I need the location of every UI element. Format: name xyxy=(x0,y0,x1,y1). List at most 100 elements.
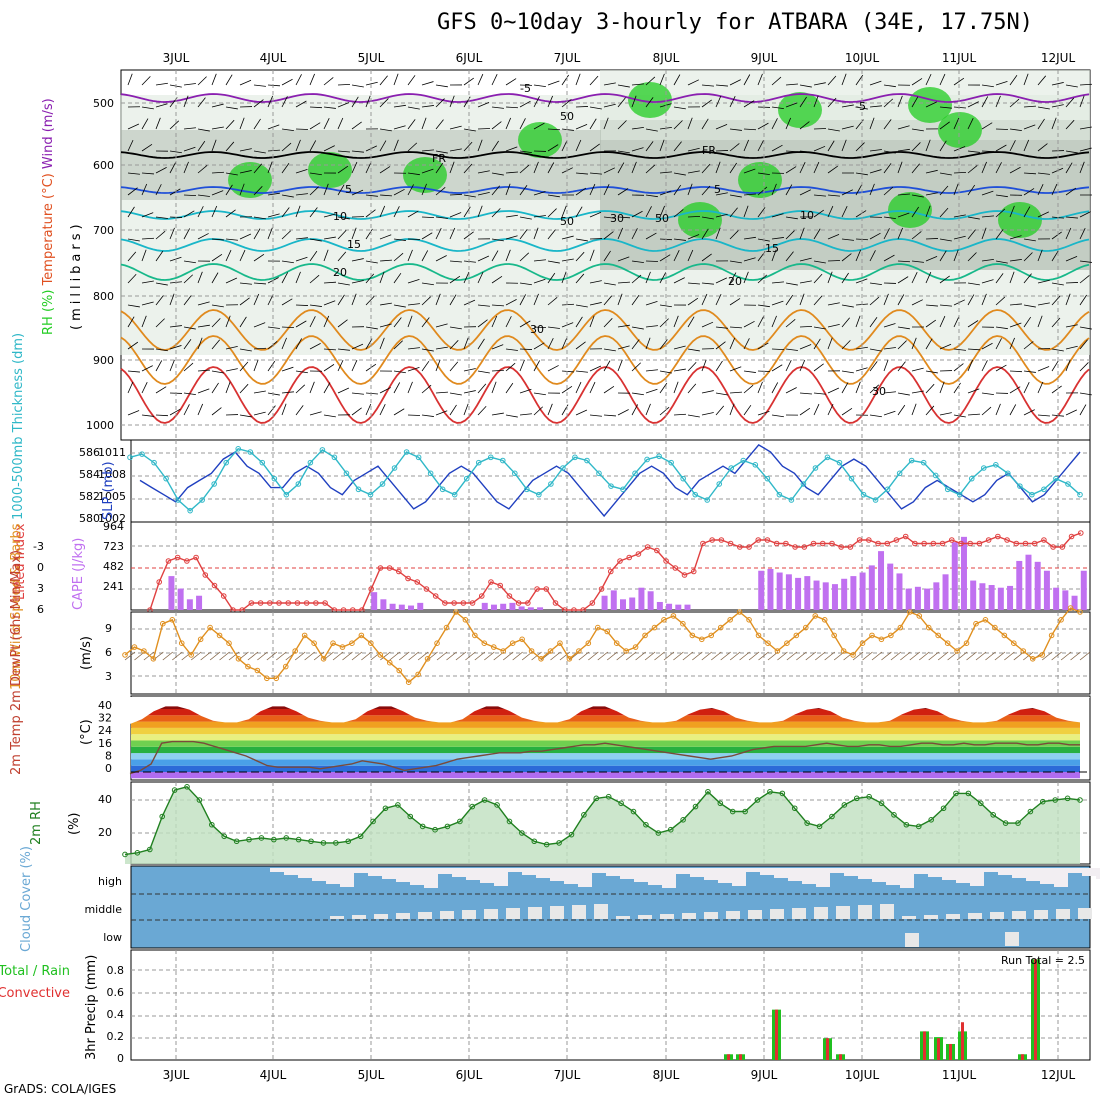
wind-barb xyxy=(197,369,210,372)
wind10-speed-line-point xyxy=(339,644,346,650)
wind-barb xyxy=(183,392,196,395)
cape-bar xyxy=(822,582,829,610)
wind-barb xyxy=(169,227,175,240)
wind-barb xyxy=(729,143,740,152)
wind-barb xyxy=(925,405,935,416)
wind-barb xyxy=(799,293,805,306)
wind-barb xyxy=(883,359,889,372)
cloud-high-block xyxy=(774,868,788,878)
wind-barb xyxy=(911,272,918,284)
wind10-barb xyxy=(550,651,561,661)
wind-barb xyxy=(771,315,777,328)
wind-barb xyxy=(491,73,498,86)
wind-barb xyxy=(771,382,779,394)
wind10-speed-line-point xyxy=(897,624,904,631)
wind-barb xyxy=(337,102,350,108)
wind-barb xyxy=(911,337,917,350)
lifted-index-line-point xyxy=(303,600,310,606)
wind-barb xyxy=(519,413,532,416)
wind-barb xyxy=(981,84,994,88)
lifted-index-line-point xyxy=(211,582,218,589)
wind-barb xyxy=(995,229,1004,240)
wind-barb xyxy=(659,339,668,350)
rh2m-line-point xyxy=(581,812,587,818)
wind-barb xyxy=(323,249,329,262)
wind-barb xyxy=(897,148,910,152)
wind10-barb xyxy=(852,651,864,661)
wind-barb xyxy=(869,414,882,418)
wind-barb xyxy=(785,184,793,196)
cape-bar xyxy=(896,573,903,610)
wind-barb xyxy=(1051,348,1064,352)
wind-barb xyxy=(295,384,306,394)
wind-barb xyxy=(855,315,861,328)
wind-barb xyxy=(561,128,574,131)
wind-barb xyxy=(1079,228,1086,240)
contour-label: -5 xyxy=(855,100,866,113)
wind-barb xyxy=(337,387,350,394)
wind-barb xyxy=(1065,409,1078,416)
cape-bar xyxy=(1043,570,1050,610)
wind-barb xyxy=(1023,252,1033,262)
thickness-line-point xyxy=(644,456,650,463)
wind10-speed-line-point xyxy=(802,624,809,631)
pressure-tick-label: 500 xyxy=(93,97,114,110)
cloud-high-block xyxy=(494,868,508,886)
wind-barb xyxy=(939,238,952,242)
wind10-barb xyxy=(408,651,419,661)
wind-barb xyxy=(533,215,546,218)
wind10-barb xyxy=(644,651,656,661)
contour-label: 20 xyxy=(728,275,742,288)
wind10-barb xyxy=(937,651,949,661)
wind-barb xyxy=(575,139,582,152)
wind-barb xyxy=(435,346,448,350)
date-label-bottom: 11JUL xyxy=(942,1068,977,1082)
wind-barb xyxy=(141,144,153,152)
wind-barb xyxy=(309,250,318,262)
wind-barb xyxy=(631,326,644,330)
wind-barb xyxy=(519,282,532,286)
lifted-index-line-point xyxy=(1077,530,1084,536)
lifted-index-line-point xyxy=(783,540,789,547)
wind-barb xyxy=(281,194,294,198)
cape-bar xyxy=(656,601,663,610)
wind-barb xyxy=(463,141,473,152)
wind-barb xyxy=(197,206,204,218)
wind-barb xyxy=(1009,303,1022,306)
wind-barb xyxy=(435,410,448,416)
wind10-speed-line-point xyxy=(349,640,355,647)
thickness-line-point xyxy=(548,481,554,487)
wind-barb xyxy=(351,407,362,416)
wind10-speed-line-point xyxy=(207,624,213,631)
wind-barb xyxy=(715,277,728,284)
temp2m-unit-label: (°C) xyxy=(79,719,94,745)
wind-barb xyxy=(925,73,932,86)
wind10-speed-line-point xyxy=(594,624,601,631)
precip-convective-bar xyxy=(775,1009,778,1060)
wind10-barb xyxy=(323,651,334,661)
wind-barb xyxy=(897,326,910,330)
wind10-barb xyxy=(985,651,996,661)
cape-bar xyxy=(878,551,885,610)
wind10-speed-line-point xyxy=(528,648,535,654)
wind-barb xyxy=(715,360,723,372)
wind10-speed-line-point xyxy=(878,636,885,643)
precip-convective-bar xyxy=(1034,959,1037,1060)
wind-barb xyxy=(603,117,609,130)
wind-barb xyxy=(169,345,182,350)
wind-barb xyxy=(813,363,824,372)
wind-barb xyxy=(477,255,490,262)
lifted-index-line-point xyxy=(377,565,384,571)
rh2m-line-point xyxy=(333,840,339,846)
wind-barb xyxy=(897,95,903,108)
wind10-speed-line-point xyxy=(131,644,138,650)
wind-barb xyxy=(309,186,319,196)
rh2m-line-point xyxy=(506,818,513,825)
wind-barb xyxy=(1009,235,1022,240)
wind-barb xyxy=(967,165,978,174)
wind-barb xyxy=(967,229,976,240)
wind-barb xyxy=(295,74,302,86)
wind-barb xyxy=(869,361,878,372)
wind10-speed-line-point xyxy=(708,632,715,639)
rh2m-line-point xyxy=(791,805,798,812)
